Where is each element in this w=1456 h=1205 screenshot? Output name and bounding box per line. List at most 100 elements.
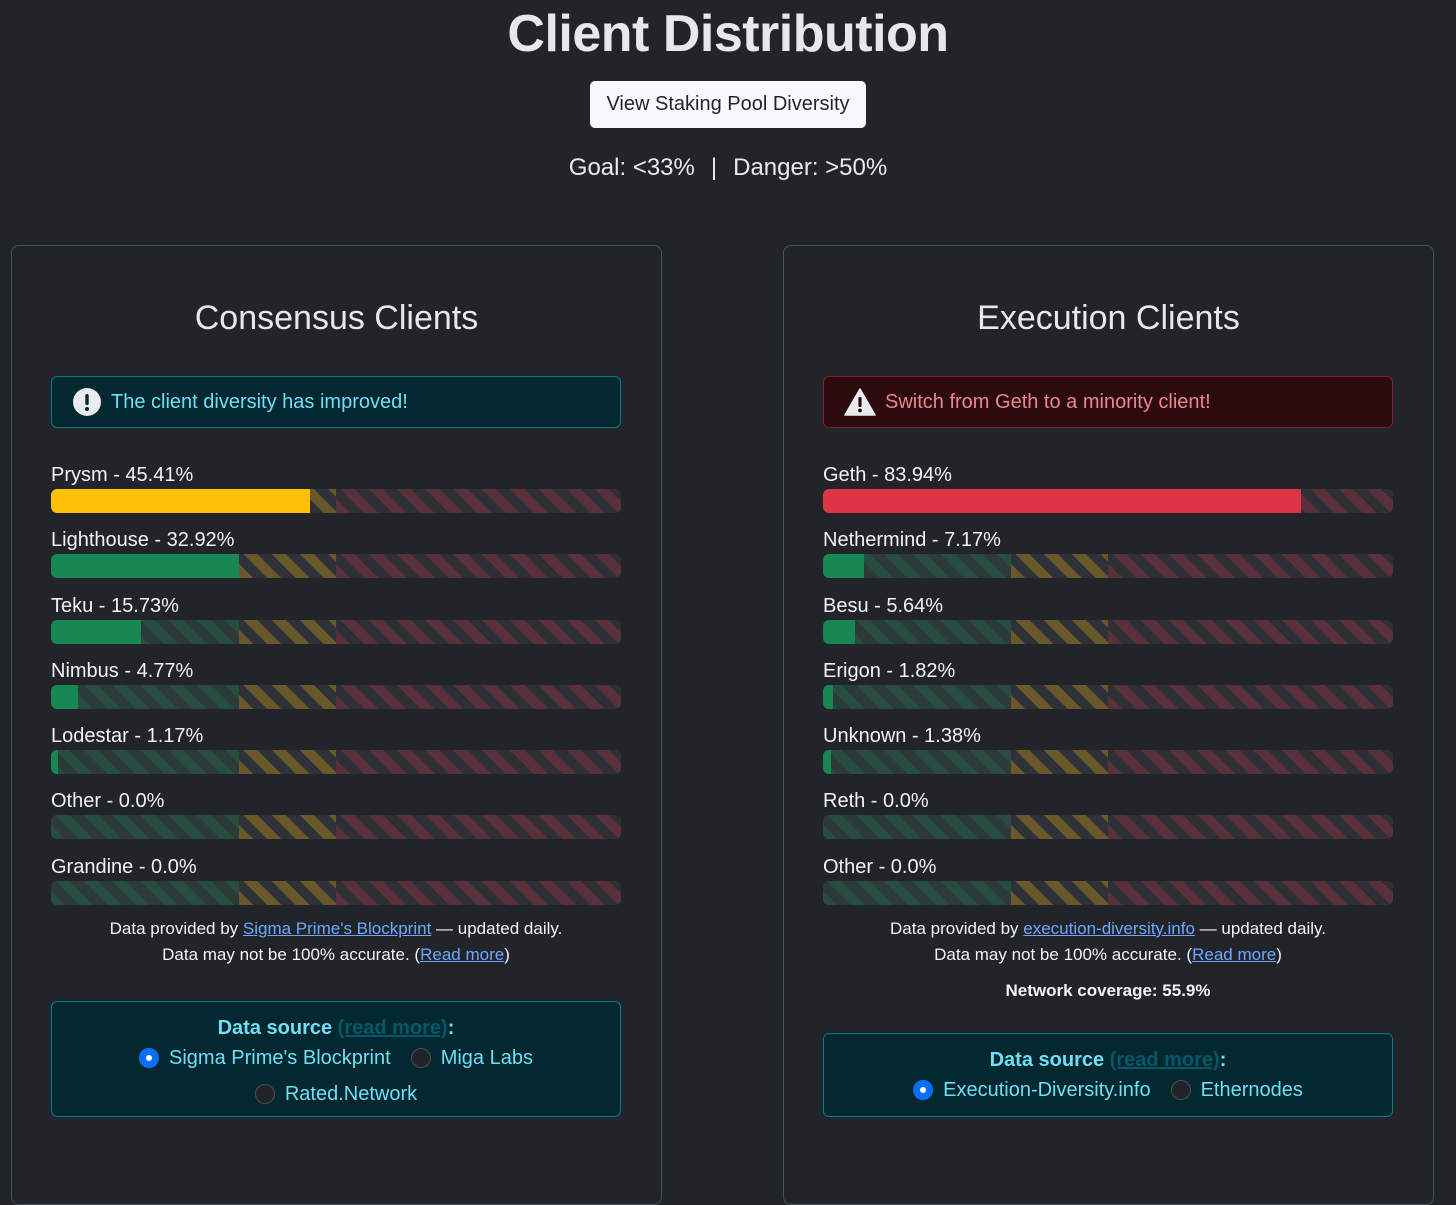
- client-bar-prysm: Prysm - 45.41%: [51, 461, 621, 526]
- accuracy-text: Data may not be 100% accurate. (: [162, 945, 421, 964]
- consensus-panel: Consensus Clients The client diversity h…: [11, 245, 662, 1205]
- source-option-rated-network[interactable]: Rated.Network: [254, 1078, 417, 1110]
- execution-bars: Geth - 83.94% Nethermind - 7.17% Besu - 5.…: [823, 461, 1393, 918]
- page-title: Client Distribution: [507, 5, 949, 63]
- progress-track: [823, 815, 1393, 840]
- zone-yellow: [1011, 815, 1108, 840]
- client-bar-reth: Reth - 0.0%: [823, 787, 1393, 852]
- zone-green: [51, 815, 240, 840]
- client-label: Lighthouse - 32.92%: [51, 529, 235, 552]
- progress-fill: [51, 750, 58, 775]
- progress-fill: [823, 554, 864, 579]
- source-option-label: Sigma Prime's Blockprint: [169, 1047, 391, 1069]
- radio-button[interactable]: [1170, 1080, 1191, 1100]
- zone-yellow: [1011, 554, 1108, 579]
- client-label: Teku - 15.73%: [51, 594, 179, 617]
- source-option-execution-diversity-info[interactable]: Execution-Diversity.info: [913, 1074, 1151, 1106]
- zone-yellow: [1011, 684, 1108, 709]
- accuracy-text: Data may not be 100% accurate. (: [934, 945, 1193, 964]
- data-source-label: Data source: [989, 1049, 1105, 1071]
- zone-red: [336, 880, 621, 905]
- data-source-read-more-link[interactable]: (read more): [337, 1017, 448, 1039]
- paren-close: ): [504, 945, 510, 964]
- client-label: Geth - 83.94%: [823, 464, 952, 486]
- separator: |: [710, 154, 718, 181]
- consensus-data-source-box: Data source (read more): Sigma Prime's B…: [51, 1001, 621, 1117]
- progress-track: [823, 750, 1393, 775]
- danger-text: Danger: >50%: [733, 154, 888, 181]
- provider-link[interactable]: execution-diversity.info: [1023, 919, 1195, 938]
- zone-green: [51, 880, 240, 905]
- source-option-label: Ethernodes: [1200, 1079, 1303, 1101]
- progress-fill: [51, 554, 239, 579]
- zone-red: [336, 750, 621, 775]
- warning-triangle-icon: [844, 388, 876, 416]
- progress-fill: [51, 619, 141, 644]
- provider-link[interactable]: Sigma Prime's Blockprint: [242, 919, 432, 938]
- source-option-label: Miga Labs: [440, 1047, 533, 1069]
- client-label: Nimbus - 4.77%: [51, 659, 194, 682]
- data-source-label: Data source: [217, 1017, 333, 1039]
- source-option-ethernodes[interactable]: Ethernodes: [1170, 1074, 1303, 1106]
- zone-red: [1108, 750, 1393, 775]
- progress-track: [51, 554, 621, 579]
- zone-green: [51, 684, 240, 709]
- source-option-miga-labs[interactable]: Miga Labs: [410, 1042, 533, 1074]
- header: Client Distribution View Staking Pool Di…: [0, 0, 1456, 182]
- goal-text: Goal: <33%: [568, 154, 695, 181]
- radio-button[interactable]: [139, 1048, 160, 1068]
- radio-button[interactable]: [254, 1084, 275, 1104]
- zone-green: [823, 815, 1012, 840]
- zone-yellow: [1011, 619, 1108, 644]
- network-coverage: Network coverage: 55.9%: [1005, 981, 1211, 1000]
- zone-yellow: [1011, 750, 1108, 775]
- updated-daily-text: — updated daily.: [431, 919, 563, 938]
- client-bar-geth: Geth - 83.94%: [823, 461, 1393, 526]
- client-label: Erigon - 1.82%: [823, 659, 956, 682]
- radio-button[interactable]: [410, 1048, 431, 1068]
- colon: :: [1219, 1049, 1227, 1071]
- zone-yellow: [239, 815, 336, 840]
- execution-data-source-box: Data source (read more): Execution-Diver…: [823, 1033, 1393, 1117]
- client-label: Unknown - 1.38%: [823, 725, 981, 748]
- read-more-link[interactable]: Read more: [1192, 945, 1277, 964]
- provided-by-text: Data provided by: [109, 919, 243, 938]
- execution-alert: Switch from Geth to a minority client!: [823, 376, 1393, 428]
- view-staking-pool-diversity-button[interactable]: View Staking Pool Diversity: [590, 81, 866, 128]
- client-label: Reth - 0.0%: [823, 790, 929, 813]
- progress-fill: [823, 750, 831, 775]
- progress-fill: [51, 684, 79, 709]
- read-more-link[interactable]: Read more: [420, 945, 505, 964]
- execution-panel: Execution Clients Switch from Geth to a …: [783, 245, 1434, 1205]
- zone-red: [336, 619, 621, 644]
- progress-track: [51, 815, 621, 840]
- progress-fill: [823, 619, 856, 644]
- zone-yellow: [239, 880, 336, 905]
- client-label: Other - 0.0%: [823, 855, 937, 878]
- client-label: Besu - 5.64%: [823, 594, 944, 617]
- paren-close: ): [1276, 945, 1282, 964]
- client-bar-grandine: Grandine - 0.0%: [51, 853, 621, 918]
- client-label: Lodestar - 1.17%: [51, 725, 204, 748]
- colon: :: [447, 1017, 455, 1039]
- progress-track: [823, 554, 1393, 579]
- radio-button[interactable]: [913, 1080, 934, 1100]
- updated-daily-text: — updated daily.: [1194, 919, 1326, 938]
- thresholds-line: Goal: <33% | Danger: >50%: [0, 154, 1456, 182]
- exclamation-circle-icon: [72, 387, 102, 417]
- client-bar-unknown: Unknown - 1.38%: [823, 722, 1393, 787]
- source-option-sigma-prime-s-blockprint[interactable]: Sigma Prime's Blockprint: [139, 1042, 391, 1074]
- client-bar-besu: Besu - 5.64%: [823, 592, 1393, 657]
- consensus-alert: The client diversity has improved!: [51, 376, 621, 428]
- progress-fill: [51, 489, 310, 513]
- zone-red: [1108, 880, 1393, 905]
- zone-red: [1108, 554, 1393, 579]
- client-label: Prysm - 45.41%: [51, 464, 194, 486]
- client-bar-teku: Teku - 15.73%: [51, 592, 621, 657]
- zone-green: [823, 750, 1012, 775]
- progress-track: [51, 880, 621, 905]
- progress-fill: [823, 684, 834, 709]
- zone-red: [336, 815, 621, 840]
- data-source-read-more-link[interactable]: (read more): [1109, 1049, 1220, 1071]
- client-bar-lighthouse: Lighthouse - 32.92%: [51, 526, 621, 591]
